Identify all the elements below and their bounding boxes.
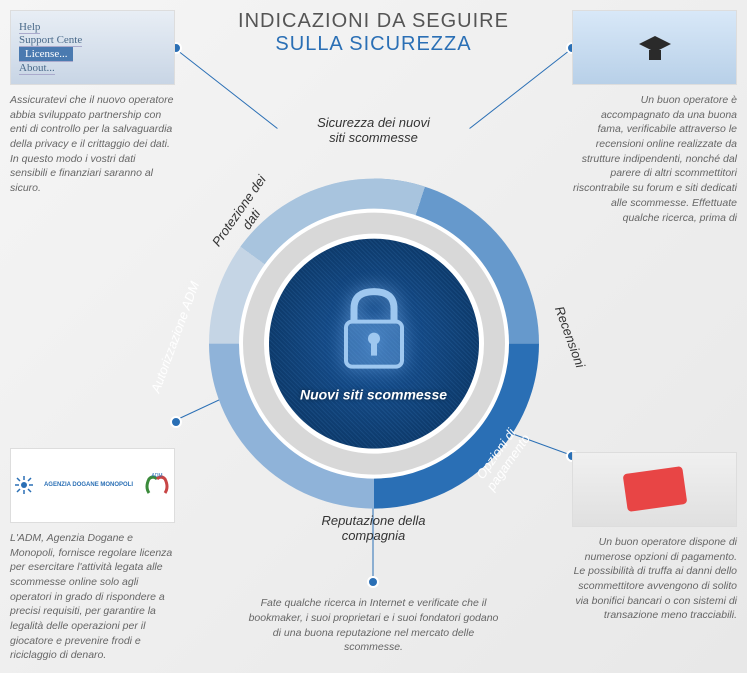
credit-card-icon	[622, 466, 687, 512]
corner-text-tl: Assicuratevi che il nuovo operatore abbi…	[10, 93, 175, 196]
corner-text-br: Un buon operatore dispone di numerose op…	[572, 535, 737, 623]
center-label: Nuovi siti scommesse	[300, 387, 447, 403]
connector-dot	[367, 576, 379, 588]
payment-card-image	[572, 452, 737, 527]
connector-dot	[170, 416, 182, 428]
corner-text-bl: L'ADM, Agenzia Dogane e Monopoli, fornis…	[10, 531, 175, 663]
wheel-center: Nuovi siti scommesse	[264, 233, 484, 453]
corner-top-right: Un buon operatore è accompagnato da una …	[572, 10, 737, 225]
label-sicurezza: Sicurezza dei nuovi siti scommesse	[314, 115, 434, 145]
adm-logo-image: AGENZIA DOGANE MONOPOLI ADM	[10, 448, 175, 523]
corner-text-tr: Un buon operatore è accompagnato da una …	[572, 93, 737, 225]
graduate-image	[572, 10, 737, 85]
corner-top-left: Help Support Cente License... About... A…	[10, 10, 175, 196]
svg-text:ADM: ADM	[152, 473, 163, 479]
bottom-caption: Fate qualche ricerca in Internet e verif…	[244, 596, 504, 655]
label-recensioni: Recensioni	[542, 278, 597, 396]
corner-bottom-right: Un buon operatore dispone di numerose op…	[572, 452, 737, 623]
label-reputazione: Reputazione della compagnia	[314, 513, 434, 543]
lock-icon	[334, 284, 414, 379]
adm-logo-text: AGENZIA DOGANE MONOPOLI	[44, 482, 133, 489]
label-adm: Autorizzazione ADM	[147, 278, 202, 396]
license-menu-image: Help Support Cente License... About...	[10, 10, 175, 85]
corner-bottom-left: AGENZIA DOGANE MONOPOLI ADM L'ADM, Agenz…	[10, 448, 175, 663]
